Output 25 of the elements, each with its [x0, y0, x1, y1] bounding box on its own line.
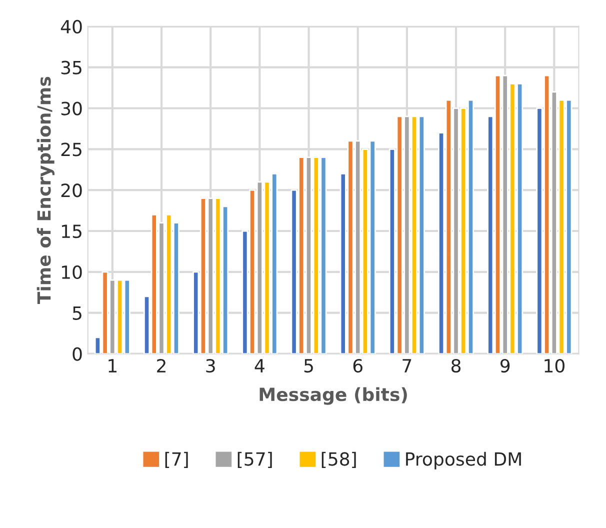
- legend-label: [7]: [165, 452, 188, 468]
- x-tick-label: 4: [254, 359, 264, 372]
- x-tick-label: 1: [108, 359, 116, 372]
- y-tick-label: 35: [61, 60, 82, 74]
- x-tick-label: 6: [353, 358, 362, 373]
- x-axis-title: Message (bits): [260, 387, 407, 405]
- x-tick-label: 10: [544, 358, 564, 373]
- x-tick-label: 8: [451, 358, 461, 373]
- y-tick-label: 0: [72, 347, 82, 361]
- y-tick-label: 25: [61, 142, 82, 156]
- legend-label: [57]: [238, 452, 272, 468]
- x-tick-label: 7: [402, 359, 412, 372]
- y-tick-label: 20: [61, 184, 82, 198]
- legend-label: [58]: [322, 452, 356, 468]
- x-tick-label: 2: [157, 358, 166, 372]
- y-axis-title: Time of Encryption/ms: [36, 76, 54, 304]
- y-tick-label: 10: [62, 265, 82, 280]
- y-tick-label: 15: [62, 224, 82, 238]
- y-tick-label: 40: [60, 20, 82, 34]
- y-tick-label: 30: [61, 102, 82, 116]
- legend-label: Proposed DM: [406, 452, 521, 470]
- x-tick-label: 9: [500, 358, 510, 373]
- x-tick-label: 3: [206, 358, 215, 373]
- y-tick-label: 5: [72, 306, 82, 320]
- x-tick-label: 5: [304, 359, 313, 373]
